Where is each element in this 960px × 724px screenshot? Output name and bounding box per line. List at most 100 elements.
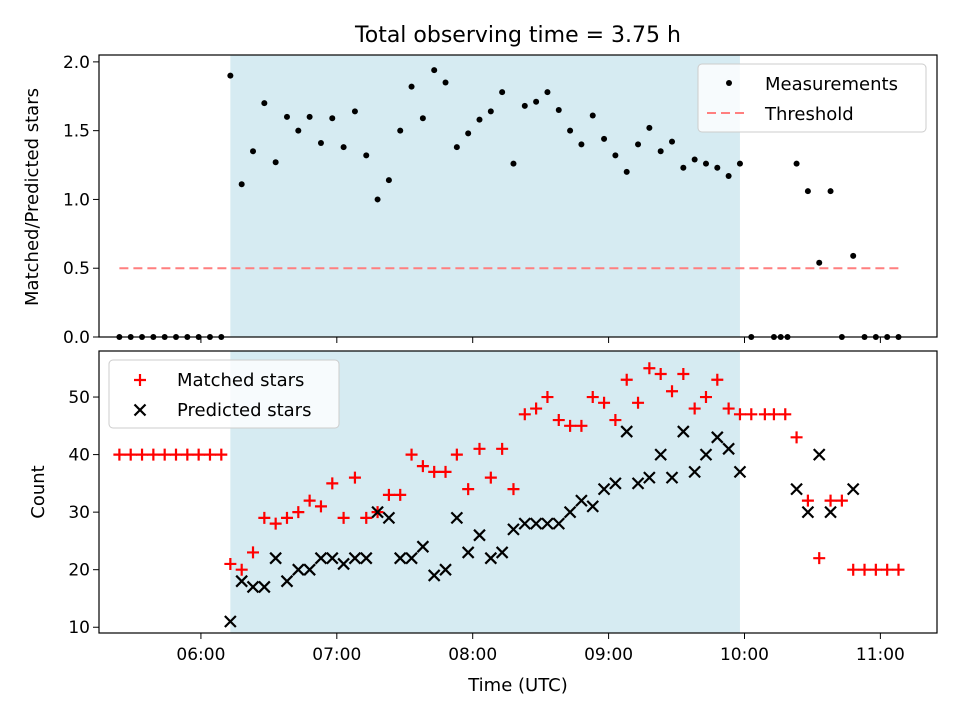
chart-title: Total observing time = 3.75 h	[354, 23, 681, 48]
matched-star-marker	[473, 442, 486, 455]
predicted-star-marker	[688, 465, 701, 479]
predicted-star-marker	[427, 569, 441, 582]
measurement-point	[227, 72, 234, 79]
bottom-y-axis-label: Count	[28, 465, 49, 518]
matched-star-marker	[677, 368, 690, 381]
predicted-star-marker	[665, 471, 679, 484]
top-y-axis-label: Matched/Predicted stars	[22, 88, 43, 306]
predicted-star-marker	[699, 448, 713, 461]
measurement-point	[601, 135, 608, 142]
predicted-star-marker	[711, 431, 724, 444]
legend-matched-marker	[134, 374, 146, 386]
measurement-point	[385, 177, 392, 184]
matched-star-marker	[767, 408, 780, 421]
top-y-tick-label: 1.0	[63, 190, 90, 210]
predicted-star-marker	[269, 551, 282, 565]
measurement-point	[544, 89, 551, 96]
measurement-point	[827, 188, 834, 195]
measurement-point	[657, 148, 664, 155]
measurement-point	[419, 115, 426, 122]
predicted-star-marker	[280, 574, 294, 588]
measurement-point	[804, 188, 811, 195]
matched-star-marker	[203, 448, 216, 461]
measurement-point	[442, 79, 449, 86]
matched-star-marker	[564, 419, 577, 432]
matched-star-marker	[496, 442, 509, 455]
predicted-star-marker	[563, 505, 577, 519]
matched-star-marker	[462, 483, 475, 496]
predicted-star-marker	[824, 505, 837, 519]
measurement-point	[487, 108, 494, 115]
matched-stars-series	[113, 362, 905, 576]
predicted-star-marker	[801, 505, 815, 519]
matched-star-marker	[394, 488, 407, 501]
predicted-star-marker	[359, 551, 373, 565]
measurement-point	[465, 130, 472, 137]
matched-star-marker	[824, 494, 837, 507]
matched-star-marker	[609, 414, 622, 427]
measurement-point	[261, 100, 268, 107]
matched-star-marker	[507, 483, 520, 496]
matched-star-marker	[801, 494, 814, 507]
top-axes-frame	[98, 54, 938, 338]
measurement-point	[351, 108, 358, 115]
predicted-star-marker	[337, 557, 350, 571]
predicted-star-marker	[790, 482, 803, 496]
matched-star-marker	[575, 419, 588, 432]
measurement-point	[408, 83, 415, 90]
matched-star-marker	[450, 448, 463, 461]
matched-star-marker	[224, 557, 237, 570]
predicted-star-marker	[450, 511, 464, 525]
measurement-point	[521, 102, 528, 109]
legend-measurements-label: Measurements	[765, 74, 898, 95]
measurement-point	[567, 127, 574, 134]
predicted-star-marker	[371, 505, 384, 519]
bottom-x-tick-label: 08:00	[448, 645, 497, 665]
matched-star-marker	[847, 563, 860, 576]
bottom-panel: 10 20 30 40 50 06:00 07:00 08:00 09:00 10:00 11:0…	[28, 350, 938, 696]
measurement-point	[238, 181, 245, 188]
predicted-star-marker	[507, 523, 520, 536]
top-legend: Measurements Threshold	[697, 63, 927, 133]
measurement-point	[306, 113, 313, 120]
matched-star-marker	[711, 373, 724, 386]
predicted-star-marker	[609, 477, 622, 490]
top-y-tick-label: 1.5	[63, 122, 90, 142]
measurement-point	[589, 112, 596, 119]
matched-star-marker	[632, 396, 645, 409]
top-y-tick-label: 2.0	[63, 53, 90, 73]
matched-star-marker	[722, 402, 735, 415]
bottom-y-tick-label: 10	[68, 618, 90, 638]
bottom-y-tick-label: 20	[68, 561, 90, 581]
matched-star-marker	[258, 511, 271, 524]
predicted-star-marker	[439, 563, 452, 576]
matched-star-marker	[303, 494, 316, 507]
measurement-point	[578, 141, 585, 148]
matched-star-marker	[858, 563, 871, 576]
predicted-star-marker	[246, 580, 260, 594]
measurement-point	[669, 138, 676, 145]
top-y-tick-label: 0.5	[63, 259, 90, 279]
measurement-point	[295, 127, 302, 134]
measurement-point	[363, 152, 370, 159]
x-axis-label: Time (UTC)	[467, 675, 568, 696]
measurements-series	[116, 67, 902, 340]
measurement-point	[736, 160, 743, 167]
predicted-star-marker	[258, 580, 271, 594]
matched-star-marker	[348, 471, 361, 484]
predicted-star-marker	[733, 465, 747, 479]
bottom-x-tick-label: 10:00	[720, 645, 769, 665]
measurement-point	[691, 156, 698, 163]
bottom-x-tick-label: 06:00	[176, 645, 225, 665]
matched-star-marker	[382, 488, 395, 501]
measurement-point	[680, 164, 687, 171]
matched-star-marker	[790, 431, 803, 444]
matched-star-marker	[643, 362, 656, 375]
matched-star-marker	[484, 471, 497, 484]
bottom-x-tick-label: 09:00	[584, 645, 633, 665]
predicted-star-marker	[643, 471, 656, 484]
predicted-star-marker	[631, 477, 645, 490]
measurement-point	[510, 160, 517, 167]
predicted-star-marker	[575, 494, 588, 507]
measurement-point	[272, 159, 279, 166]
